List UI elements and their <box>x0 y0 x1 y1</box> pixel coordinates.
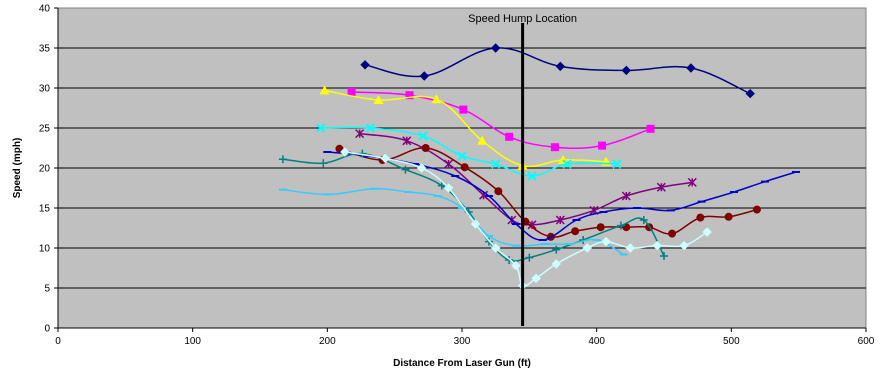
data-point <box>660 252 668 260</box>
y-tick-label: 25 <box>39 124 51 135</box>
data-point <box>555 215 565 225</box>
data-point <box>724 212 733 221</box>
data-point <box>752 205 761 214</box>
x-tick-label: 600 <box>858 336 875 347</box>
y-tick-label: 30 <box>39 84 51 95</box>
series <box>340 147 712 291</box>
data-point <box>443 183 454 193</box>
data-point <box>668 229 677 238</box>
data-point <box>405 91 414 100</box>
data-point <box>457 151 467 161</box>
series <box>315 123 622 181</box>
x-axis-title: Distance From Laser Gun (ft) <box>393 358 531 369</box>
speed-hump-label: Speed Hump Location <box>468 13 577 25</box>
data-point <box>596 223 605 232</box>
data-point <box>505 256 514 264</box>
x-tick-label: 0 <box>55 336 61 347</box>
data-point <box>525 253 534 262</box>
data-point <box>340 147 350 157</box>
series <box>355 129 697 230</box>
data-point <box>551 259 561 269</box>
data-point <box>490 243 501 253</box>
data-point <box>582 243 592 253</box>
data-point <box>612 159 622 169</box>
data-point <box>552 245 561 254</box>
data-point <box>477 135 488 145</box>
data-point <box>531 273 541 284</box>
data-point <box>601 236 611 247</box>
y-tick-label: 20 <box>39 164 51 175</box>
data-point <box>444 159 454 169</box>
data-point <box>459 105 468 114</box>
data-point <box>380 153 390 164</box>
data-point <box>494 187 503 196</box>
data-point <box>373 95 384 104</box>
data-point <box>625 243 636 253</box>
data-point <box>562 159 572 169</box>
series <box>347 88 655 152</box>
data-point <box>598 141 607 150</box>
data-point <box>401 165 410 174</box>
data-point <box>315 123 326 133</box>
data-point <box>511 260 521 271</box>
y-tick-label: 15 <box>39 204 51 215</box>
series-line <box>320 126 617 177</box>
series <box>278 149 668 264</box>
data-point <box>490 43 501 53</box>
data-point <box>555 61 566 72</box>
data-point <box>319 159 328 168</box>
data-point <box>745 88 755 99</box>
y-tick-label: 0 <box>44 324 50 335</box>
data-point <box>347 88 356 96</box>
data-point <box>402 136 412 146</box>
data-point <box>360 60 370 70</box>
series <box>360 43 755 99</box>
y-axis-title: Speed (mph) <box>12 138 23 199</box>
series-line <box>344 151 708 287</box>
gridlines <box>58 47 866 289</box>
data-point <box>470 219 481 229</box>
data-point <box>419 71 430 81</box>
data-point <box>679 240 689 251</box>
data-point <box>421 144 430 152</box>
data-point <box>319 85 330 95</box>
data-point <box>550 143 559 152</box>
data-point <box>571 227 580 236</box>
x-tick-label: 200 <box>319 336 336 347</box>
data-point <box>621 65 632 76</box>
data-point <box>460 163 469 172</box>
y-tick-label: 40 <box>39 4 51 15</box>
data-point <box>639 216 648 224</box>
data-point <box>656 182 666 192</box>
data-point <box>652 240 662 251</box>
data-point <box>646 124 655 133</box>
data-point <box>505 132 514 141</box>
data-point <box>616 221 625 230</box>
data-point <box>687 177 697 187</box>
y-tick-label: 5 <box>44 284 50 295</box>
data-point <box>686 63 696 73</box>
data-point <box>278 155 287 164</box>
x-tick-label: 400 <box>588 336 605 347</box>
x-tick-label: 500 <box>723 336 740 347</box>
y-tick-label: 35 <box>39 44 51 55</box>
data-point <box>490 159 501 169</box>
data-point <box>696 213 705 222</box>
data-point <box>355 129 365 139</box>
data-point <box>365 123 376 133</box>
series-group <box>278 43 800 291</box>
data-point <box>527 171 537 181</box>
data-point <box>437 181 446 190</box>
x-tick-label: 100 <box>184 336 201 347</box>
series <box>323 151 800 241</box>
data-point <box>431 94 442 104</box>
data-point <box>702 227 712 237</box>
y-tick-label: 10 <box>39 244 51 255</box>
data-point <box>621 191 631 201</box>
data-point <box>418 131 428 141</box>
data-point <box>416 163 427 173</box>
x-tick-label: 300 <box>454 336 471 347</box>
